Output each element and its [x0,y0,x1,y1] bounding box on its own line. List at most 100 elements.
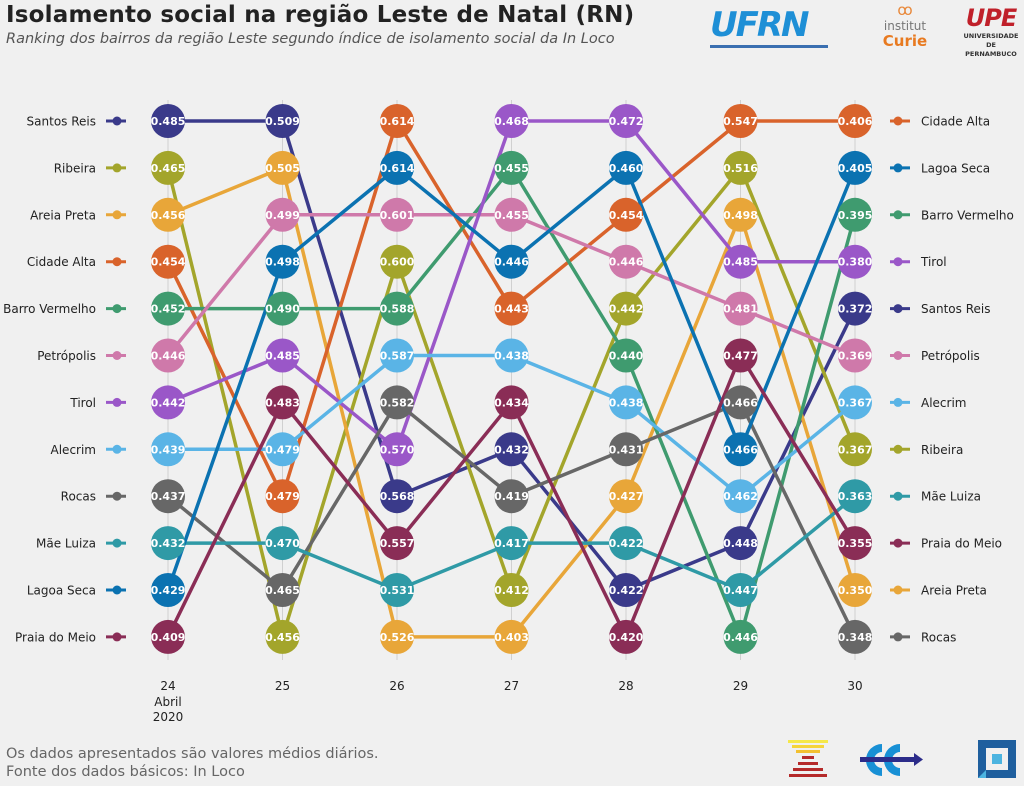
data-point-marker [265,244,300,279]
data-point-marker [494,291,529,326]
cube-logo [978,740,1016,778]
data-label: 0.470 [265,537,300,550]
right-legend-label: Praia do Meio [921,537,1002,551]
data-label: 0.477 [723,350,758,363]
data-point-marker [838,619,872,654]
x-sublabel: Abril [154,695,181,709]
data-label: 0.614 [380,162,415,175]
right-legend-label: Petrópolis [921,349,980,363]
data-point: 0.446 [151,338,186,373]
x-tick-label: 28 [618,679,633,693]
data-point: 0.526 [380,619,415,654]
x-tick-label: 27 [504,679,519,693]
upe-logo: UPE UNIVERSIDADE DE PERNAMBUCO [963,4,1019,58]
left-legend-label: Alecrim [51,443,96,457]
data-point: 0.420 [609,619,644,654]
data-point: 0.455 [494,150,529,185]
data-point-marker [380,526,414,561]
data-label: 0.350 [838,584,873,597]
data-label: 0.417 [494,537,529,550]
data-point: 0.587 [380,338,414,373]
right-legend-label: Alecrim [921,396,966,410]
data-point: 0.434 [494,385,529,420]
left-legend-marker [112,257,122,267]
data-point-marker [151,619,185,654]
data-point: 0.380 [838,244,873,279]
x-tick-label: 30 [847,679,862,693]
data-point-marker [265,150,300,185]
left-legend-label: Ribeira [54,161,96,175]
data-label: 0.479 [265,443,300,456]
left-legend-label: Praia do Meio [15,630,96,644]
data-point: 0.447 [723,573,758,607]
data-label: 0.483 [265,396,300,409]
data-label: 0.454 [151,256,186,269]
data-point: 0.395 [838,197,872,232]
data-label: 0.465 [151,162,186,175]
data-point-marker [494,150,529,185]
data-label: 0.427 [609,490,644,503]
data-point-marker [494,385,529,420]
right-legend-marker [893,304,903,314]
left-legend-marker [112,351,122,360]
data-point: 0.498 [265,244,300,279]
data-label: 0.422 [609,584,644,597]
data-label: 0.447 [723,584,758,597]
data-point-marker [494,432,529,467]
data-point: 0.614 [380,104,415,138]
left-legend-marker [112,491,122,501]
data-label: 0.432 [151,537,186,550]
data-point-marker [609,338,643,373]
data-label: 0.456 [265,631,300,644]
footer-line-2: Fonte dos dados básicos: In Loco [6,764,245,780]
data-point: 0.422 [609,526,644,561]
data-label: 0.429 [151,584,186,597]
data-point: 0.403 [494,619,529,654]
data-label: 0.516 [723,162,758,175]
data-point: 0.455 [494,197,529,232]
data-point-marker [723,104,758,138]
left-legend-label: Barro Vermelho [3,302,96,316]
data-point: 0.462 [723,479,758,514]
data-label: 0.568 [380,490,415,503]
left-legend-marker [112,210,122,220]
data-label: 0.456 [151,209,186,222]
data-label: 0.446 [494,256,529,269]
data-label: 0.498 [723,209,758,222]
data-point-marker [723,197,758,232]
data-point: 0.405 [838,150,873,185]
data-point: 0.483 [265,385,300,420]
data-point: 0.412 [494,573,529,607]
data-point: 0.422 [609,573,644,607]
data-point-marker [494,526,529,561]
data-label: 0.422 [609,537,644,550]
data-label: 0.479 [265,490,300,503]
data-point-marker [380,385,414,420]
data-label: 0.614 [380,115,415,128]
data-point: 0.442 [609,291,643,326]
data-point-marker [265,619,300,654]
data-label: 0.405 [838,162,873,175]
data-label: 0.509 [265,115,300,128]
data-point-marker [838,338,872,373]
chart-title: Isolamento social na região Leste de Nat… [6,2,635,28]
data-label: 0.468 [494,115,529,128]
data-point-marker [609,150,643,185]
data-point: 0.440 [609,338,644,373]
data-point-marker [723,479,758,514]
data-label: 0.439 [151,443,186,456]
data-point-marker [494,619,529,654]
right-legend-marker [893,585,903,595]
data-point-marker [494,479,529,514]
data-point: 0.568 [380,479,415,514]
data-point-marker [838,432,872,467]
right-legend-marker [893,538,903,548]
data-point-marker [723,338,758,373]
data-point: 0.582 [380,385,414,420]
data-point-marker [151,291,185,326]
data-point-marker [723,150,758,185]
data-point: 0.456 [265,619,300,654]
data-point-marker [723,291,758,326]
data-label: 0.403 [494,631,529,644]
data-point: 0.442 [151,385,185,420]
